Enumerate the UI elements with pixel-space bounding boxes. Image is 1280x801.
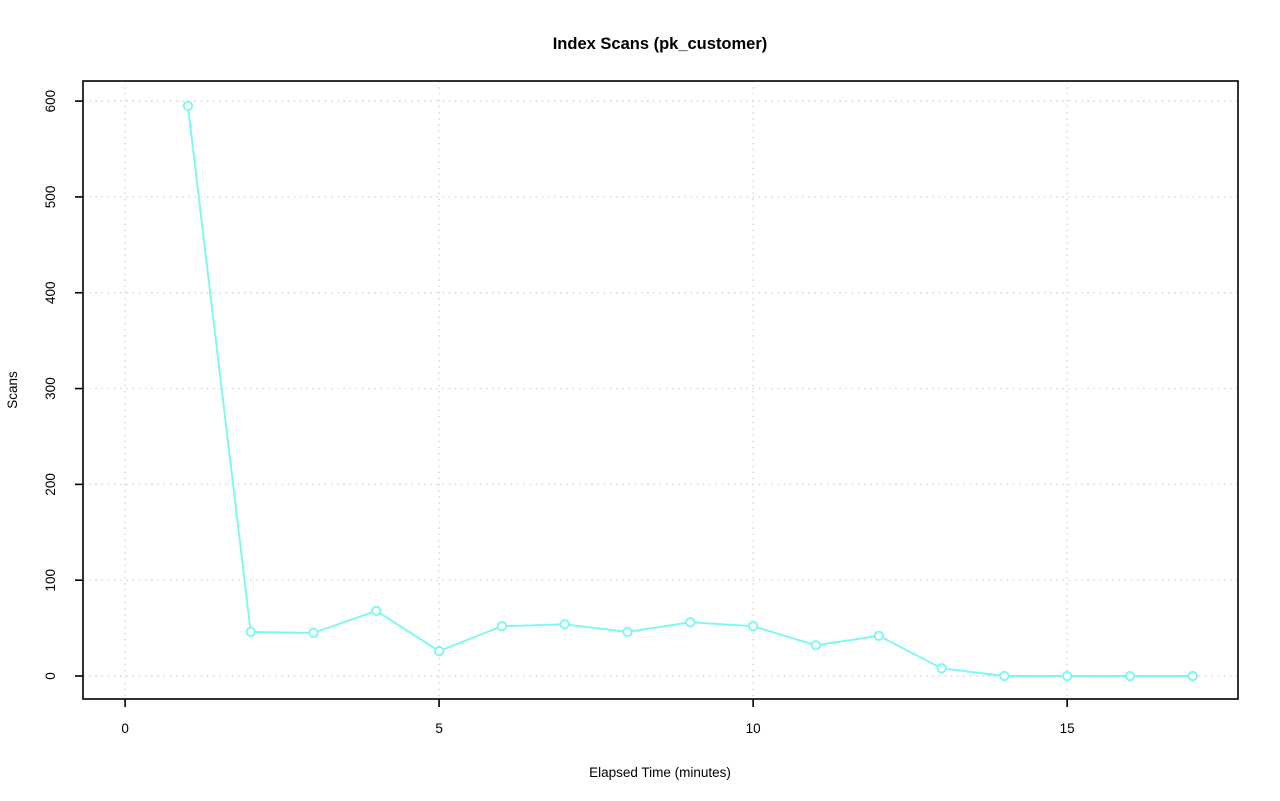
data-point [559, 619, 570, 630]
data-point [1124, 670, 1136, 682]
data-point [433, 645, 445, 657]
data-point [999, 670, 1010, 682]
y-tick-label: 100 [43, 569, 58, 592]
y-tick-label: 400 [43, 281, 58, 304]
plot-border [82, 80, 1239, 700]
data-point [182, 100, 194, 112]
data-point [747, 621, 759, 632]
y-tick-label: 200 [43, 473, 58, 496]
data-point [810, 640, 822, 651]
y-tick-label: 300 [43, 377, 58, 400]
data-point [245, 626, 256, 638]
grid-layer [83, 81, 1238, 699]
x-tick-label: 15 [1060, 721, 1075, 736]
data-point [371, 605, 382, 617]
y-tick-label: 0 [43, 672, 58, 680]
data-point [308, 627, 319, 639]
data-point [685, 617, 696, 628]
data-point [622, 626, 633, 638]
data-series-layer [182, 100, 1198, 682]
x-tick-label: 0 [121, 721, 129, 736]
chart-title: Index Scans (pk_customer) [553, 35, 768, 53]
x-tick-label: 5 [435, 721, 443, 736]
data-point [873, 630, 884, 641]
x-axis-label: Elapsed Time (minutes) [589, 765, 731, 780]
x-tick-label: 10 [746, 721, 761, 736]
data-point [496, 621, 508, 632]
y-axis-label: Scans [5, 371, 20, 409]
data-point [936, 663, 947, 674]
data-point [1062, 670, 1073, 682]
y-tick-label: 600 [43, 90, 58, 113]
axes: 0 5 10 15 0 100 200 300 400 500 600 [43, 90, 1075, 736]
data-point [1187, 670, 1198, 682]
series-line [186, 104, 1194, 677]
y-tick-label: 500 [43, 186, 58, 209]
